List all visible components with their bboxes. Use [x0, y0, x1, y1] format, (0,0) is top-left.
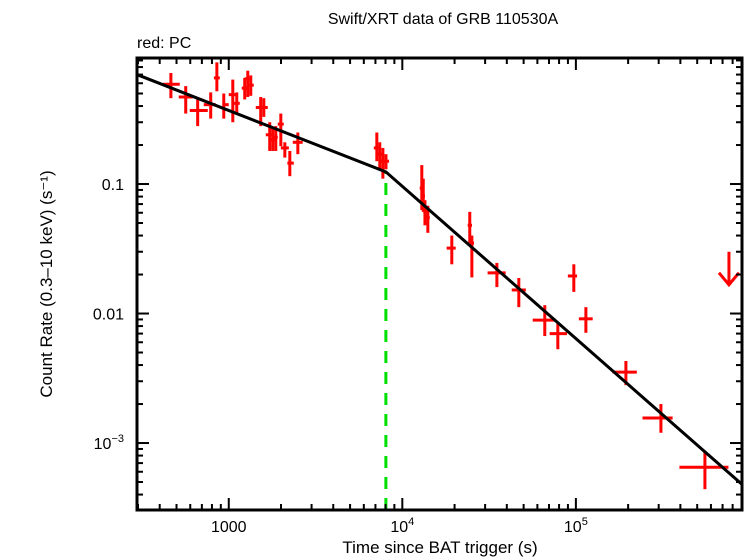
y-tick-label: 10−3: [94, 433, 124, 453]
x-tick-label: 105: [564, 516, 588, 536]
data-point: [377, 142, 382, 170]
data-point: [446, 235, 456, 265]
data-point: [467, 211, 472, 244]
y-axis-label: Count Rate (0.3–10 keV) (s⁻¹): [37, 170, 56, 397]
data-point: [261, 98, 268, 117]
data-point: [549, 322, 568, 350]
data-point: [233, 92, 240, 114]
data-point: [383, 154, 390, 170]
upper-limit-arrowhead: [717, 271, 741, 288]
x-tick-label: 1000: [211, 519, 247, 536]
y-tick-labels: 0.1 0.01 10−3: [93, 177, 124, 453]
data-point: [189, 99, 208, 127]
chart-title: Swift/XRT data of GRB 110530A: [328, 11, 559, 28]
data-point: [287, 150, 294, 177]
plot-frame: [135, 56, 744, 512]
axis-ticks: [137, 58, 743, 510]
data-point: [222, 93, 229, 119]
y-tick-label: 0.1: [102, 177, 124, 194]
data-point: [248, 75, 254, 96]
data-point: [469, 235, 475, 278]
y-tick-label: 0.01: [93, 307, 124, 324]
data-point: [213, 62, 220, 92]
plot-content: [137, 62, 742, 510]
data-point: [380, 147, 385, 179]
data-point: [567, 264, 578, 292]
x-tick-labels: 1000 104 105: [211, 516, 588, 536]
data-point: [280, 142, 289, 158]
data-point: [578, 307, 593, 333]
upper-limit: [717, 251, 741, 288]
data-point: [679, 450, 729, 490]
chart-subtitle: red: PC: [137, 35, 191, 52]
plot-area: [137, 62, 742, 510]
data-point: [269, 128, 275, 151]
x-tick-label: 104: [390, 516, 414, 536]
x-axis-label: Time since BAT trigger (s): [342, 538, 537, 557]
model-fit-line: [137, 73, 742, 486]
